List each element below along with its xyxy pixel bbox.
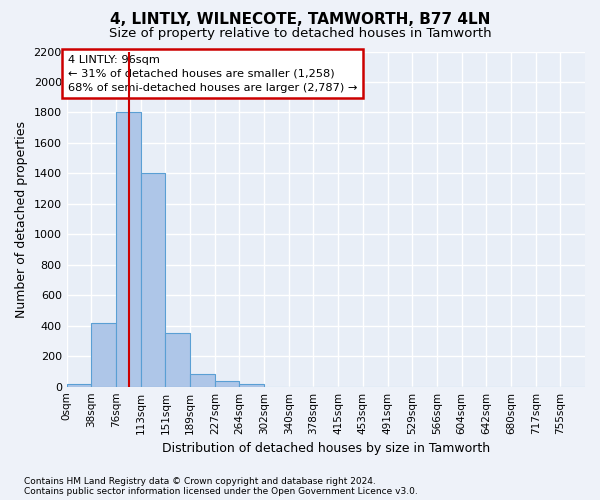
Bar [166,334,190,386]
Text: 4, LINTLY, WILNECOTE, TAMWORTH, B77 4LN: 4, LINTLY, WILNECOTE, TAMWORTH, B77 4LN [110,12,490,28]
Bar [215,382,239,386]
Bar [116,112,141,386]
Bar [190,374,215,386]
Text: 4 LINTLY: 96sqm
← 31% of detached houses are smaller (1,258)
68% of semi-detache: 4 LINTLY: 96sqm ← 31% of detached houses… [68,54,358,92]
X-axis label: Distribution of detached houses by size in Tamworth: Distribution of detached houses by size … [162,442,490,455]
Bar [239,384,264,386]
Text: Contains HM Land Registry data © Crown copyright and database right 2024.: Contains HM Land Registry data © Crown c… [24,477,376,486]
Text: Contains public sector information licensed under the Open Government Licence v3: Contains public sector information licen… [24,487,418,496]
Bar [67,384,91,386]
Bar [141,174,166,386]
Y-axis label: Number of detached properties: Number of detached properties [15,120,28,318]
Bar [91,322,116,386]
Text: Size of property relative to detached houses in Tamworth: Size of property relative to detached ho… [109,28,491,40]
